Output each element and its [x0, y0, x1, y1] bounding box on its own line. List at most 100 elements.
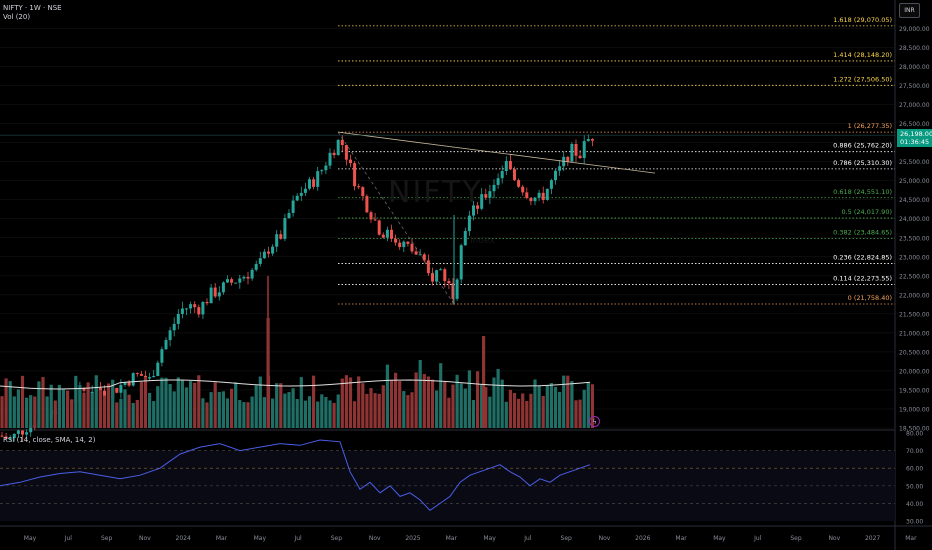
volume-legend[interactable]: Vol (20)	[3, 13, 31, 21]
candle-body	[344, 145, 348, 160]
volume-bar	[90, 392, 94, 428]
fib-level-label: 0 (21,758.40)	[848, 294, 892, 302]
price-tick-label: 19,000.00	[899, 406, 930, 413]
candle-body	[275, 234, 279, 247]
candle-body	[357, 186, 361, 188]
volume-bar	[295, 399, 299, 428]
candle-body	[504, 160, 508, 172]
candle-body	[390, 229, 393, 239]
volume-bar	[160, 377, 164, 428]
candle-body	[82, 387, 86, 391]
candle-body	[496, 178, 500, 185]
symbol-legend[interactable]: NIFTY · 1W · NSE	[3, 4, 62, 12]
candle-body	[320, 170, 324, 172]
volume-bar	[439, 363, 443, 428]
volume-bar	[430, 379, 435, 428]
volume-bar	[451, 384, 455, 428]
candle-body	[119, 384, 123, 393]
fib-level-label: 0.886 (25,762.20)	[833, 142, 892, 150]
volume-bar	[156, 386, 160, 428]
time-tick-label: Sep	[561, 535, 573, 542]
volume-bar	[123, 389, 127, 428]
volume-bar	[176, 377, 180, 428]
volume-bar	[287, 392, 291, 428]
time-tick-label: Jul	[523, 535, 532, 542]
candle-body	[205, 301, 209, 304]
candle-body	[226, 279, 229, 283]
volume-bar	[324, 396, 328, 428]
price-tick-label: 23,500.00	[899, 235, 930, 242]
candle-body	[176, 313, 180, 324]
volume-bar	[189, 381, 193, 428]
volume-bar	[402, 391, 406, 428]
rsi-tick-label: 40.00	[906, 501, 923, 508]
volume-bar	[418, 359, 422, 428]
countdown-value: 01:36:45	[900, 138, 930, 146]
candle-body	[418, 254, 422, 256]
candle-body	[328, 152, 332, 166]
volume-bar	[152, 401, 156, 428]
volume-bar	[385, 364, 389, 428]
fib-level-label: 0.236 (22,824.85)	[833, 253, 892, 261]
candle-body	[303, 188, 307, 193]
volume-bar	[66, 390, 70, 428]
candle-body	[476, 205, 480, 209]
volume-bar	[410, 392, 414, 428]
candle-body	[242, 276, 246, 279]
candle-body	[180, 308, 184, 314]
volume-bar	[389, 380, 394, 428]
volume-bar	[492, 377, 496, 428]
volume-bar	[435, 390, 439, 428]
volume-bar	[234, 382, 238, 428]
candle-body	[4, 436, 8, 439]
price-tick-label: 28,000.00	[899, 64, 930, 71]
price-tick-label: 27,500.00	[899, 83, 930, 90]
volume-bar	[8, 381, 12, 428]
candle-body	[365, 196, 369, 213]
rsi-tick-label: 80.00	[906, 431, 923, 438]
volume-bar	[447, 397, 451, 428]
last-price-tag: 26,198.00 01:36:45	[897, 129, 932, 147]
volume-bar	[78, 385, 82, 428]
candle-body	[521, 186, 525, 193]
volume-bar	[299, 377, 303, 428]
volume-bar	[283, 393, 287, 428]
candle-body	[103, 390, 106, 397]
volume-bar	[586, 382, 590, 428]
candle-body	[439, 269, 443, 271]
volume-bar	[578, 399, 582, 428]
volume-bar	[533, 379, 537, 428]
candle-body	[156, 362, 160, 376]
time-tick-label: 2024	[176, 535, 191, 542]
volume-bar	[221, 391, 225, 428]
volume-bar	[316, 401, 320, 428]
fib-anchor-line	[337, 131, 455, 305]
candle-body	[164, 340, 168, 350]
rsi-legend[interactable]: RSI (14, close, SMA, 14, 2)	[3, 436, 96, 444]
volume-bar	[74, 375, 78, 428]
volume-bar	[94, 375, 98, 428]
fib-level-label: 1.618 (29,070.05)	[833, 16, 892, 24]
candle-body	[262, 251, 266, 259]
volume-bar	[184, 387, 189, 428]
volume-bar	[480, 384, 484, 428]
candle-body	[332, 152, 336, 156]
candle-body	[131, 373, 135, 386]
flash-icon[interactable]: ϟ	[589, 416, 600, 427]
candle-body	[139, 373, 143, 376]
volume-bar	[139, 381, 143, 428]
candle-body	[570, 143, 574, 162]
volume-bar	[168, 384, 172, 428]
price-tick-label: 24,000.00	[899, 216, 930, 223]
volume-bar	[242, 402, 246, 428]
price-tick-label: 19,500.00	[899, 387, 930, 394]
candle-body	[541, 192, 545, 200]
volume-bar	[496, 368, 500, 428]
currency-badge[interactable]: INR	[899, 3, 920, 18]
volume-bar	[53, 400, 57, 428]
candle-body	[385, 229, 389, 238]
time-tick-label: Jul	[64, 535, 73, 542]
candle-body	[312, 179, 316, 187]
candle-body	[230, 279, 234, 283]
